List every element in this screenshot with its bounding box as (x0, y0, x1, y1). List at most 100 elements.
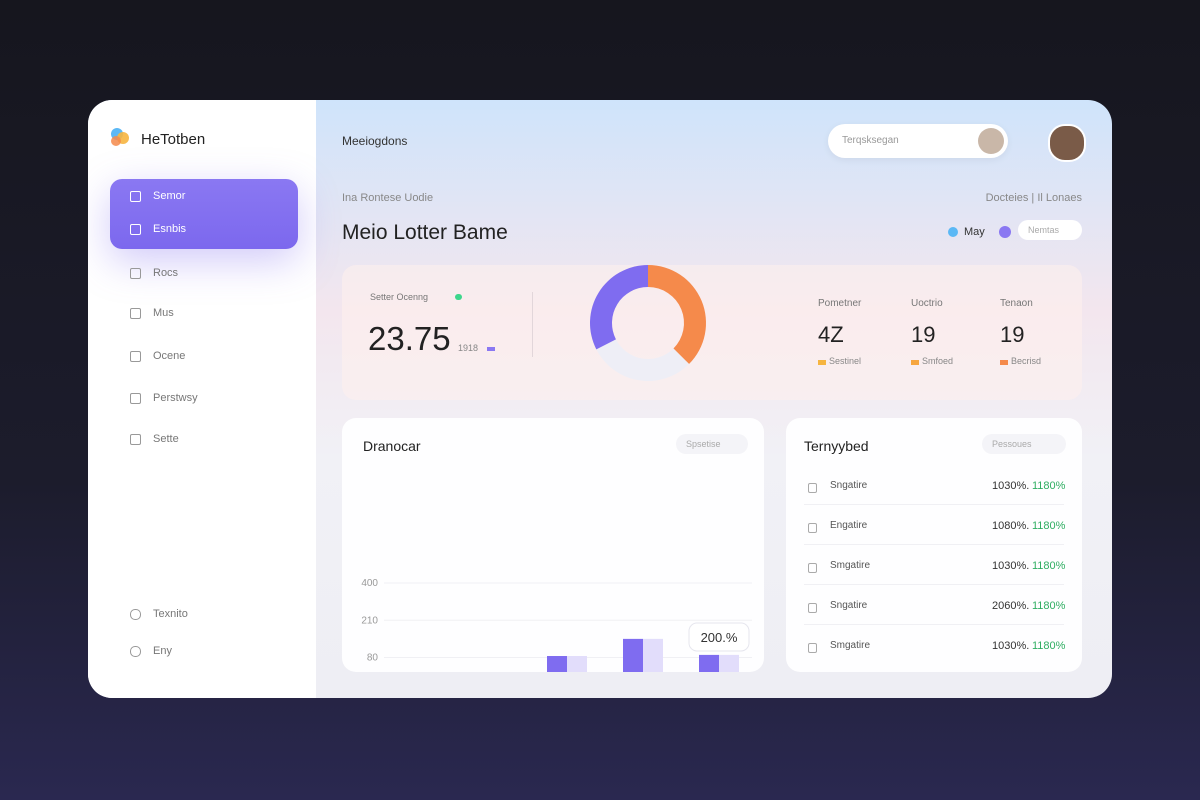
nav-item[interactable]: Semor (130, 190, 185, 202)
cell: 1180% (1032, 560, 1066, 572)
nav-label: Esnbis (153, 223, 187, 235)
cell: Engatire (830, 520, 868, 531)
stat-sub: Sestinel (829, 356, 862, 366)
summary-unit: 1918 (458, 343, 479, 353)
status-dot (455, 294, 462, 300)
nav-label: Semor (153, 190, 186, 202)
stat-label: Tenaon (1000, 298, 1033, 309)
nav-icon (130, 267, 141, 279)
cell: 1180% (1032, 520, 1066, 532)
stat-value: 4Z (818, 322, 844, 347)
search-avatar (978, 128, 1004, 154)
bar (623, 638, 643, 672)
cell: Sngatire (830, 600, 868, 611)
donut-segment (648, 265, 706, 365)
stat-label: Uoctrio (911, 298, 943, 309)
breadcrumb-right: Docteies | Il Lonaes (985, 192, 1082, 204)
cell: 1030%. (992, 560, 1030, 572)
nav-icon (130, 350, 141, 362)
chart-title: Dranocar (363, 438, 421, 454)
nav-label: Perstwsy (153, 392, 198, 404)
stat-marker (911, 360, 919, 365)
stat-marker (818, 360, 826, 365)
legend-button[interactable]: Nemtas (1018, 220, 1082, 240)
y-tick-label: 80 (367, 653, 379, 664)
bar (699, 654, 719, 672)
search[interactable]: Terqsksegan (828, 124, 1008, 158)
row-icon (808, 603, 817, 613)
header-title: Meeiogdons (342, 134, 408, 148)
legend-dot (999, 226, 1011, 238)
donut-segment (596, 339, 690, 381)
table-button[interactable]: Pessoues (982, 434, 1066, 454)
summary-label: Setter Ocenng (370, 292, 429, 302)
breadcrumb: Ina Rontese Uodie (342, 192, 434, 204)
active-nav (110, 179, 298, 249)
stat-label: Pometner (818, 298, 862, 309)
nav-item[interactable]: Ocene (130, 350, 185, 362)
cell: Smgatire (830, 560, 871, 571)
bar (719, 654, 739, 672)
row-divider (804, 584, 1064, 585)
nav-item[interactable]: Perstwsy (130, 392, 198, 404)
summary-panel (342, 265, 1082, 400)
y-tick-label: 400 (361, 578, 378, 589)
row-icon (808, 563, 817, 573)
nav-icon (130, 190, 141, 202)
search-placeholder: Terqsksegan (842, 135, 899, 146)
cell: Sngatire (830, 480, 868, 491)
row-divider (804, 544, 1064, 545)
avatar[interactable] (1048, 124, 1086, 162)
nav-footer-item[interactable]: Texnito (130, 608, 188, 620)
row-icon (808, 643, 817, 653)
donut-chart (590, 265, 706, 381)
cell: Smgatire (830, 640, 871, 651)
nav-label: Ocene (153, 350, 186, 362)
nav-label: Eny (153, 645, 172, 657)
nav-item[interactable]: Mus (130, 307, 174, 319)
stat-value: 19 (1000, 322, 1025, 347)
stat-sub: Becrisd (1011, 356, 1042, 366)
divider (532, 292, 533, 357)
page-title: Meio Lotter Bame (342, 221, 508, 244)
unit-marker (487, 347, 495, 351)
cell: 1180% (1032, 480, 1066, 492)
bar-chart: 1008021040020802980359025902152200.% (361, 578, 752, 672)
nav-label: Texnito (153, 608, 188, 620)
nav-footer-item[interactable]: Eny (130, 645, 172, 657)
stat-marker (1000, 360, 1008, 365)
summary-value: 23.75 (368, 320, 451, 357)
nav-item[interactable]: Rocs (130, 267, 178, 279)
nav-icon (130, 645, 141, 657)
nav-icon (130, 433, 141, 445)
annotation: 200.% (701, 630, 738, 645)
nav-icon (130, 307, 141, 319)
bar (643, 638, 663, 672)
cell: 1030%. (992, 640, 1030, 652)
nav-icon (130, 608, 141, 620)
y-tick-label: 210 (361, 615, 378, 626)
stat-value: 19 (911, 322, 936, 347)
nav-item[interactable]: Sette (130, 433, 179, 445)
donut-segment (590, 265, 648, 350)
legend-label: May (964, 226, 985, 238)
brand: HeTotben (141, 131, 206, 148)
table-panel: Ternyybed Pessoues Sngatire 1030%. 1180% En… (786, 418, 1082, 672)
chart-button[interactable]: Spsetise (676, 434, 748, 454)
sidebar: HeTotben Semor Esnbis Rocs Mus Ocene Perstwsy… (88, 100, 316, 698)
cell: 1030%. (992, 480, 1030, 492)
bar (567, 656, 587, 672)
row-icon (808, 523, 817, 533)
logo (111, 128, 129, 146)
row-divider (804, 624, 1064, 625)
bar (547, 656, 567, 672)
row-divider (804, 504, 1064, 505)
nav-icon (130, 392, 141, 404)
nav-item[interactable]: Esnbis (130, 223, 186, 235)
dashboard: HeTotben Semor Esnbis Rocs Mus Ocene Perstwsy… (88, 100, 1112, 698)
legend-dot (948, 227, 958, 237)
nav-icon (130, 223, 141, 235)
nav-label: Sette (153, 433, 179, 445)
cell: 1180% (1032, 600, 1066, 612)
